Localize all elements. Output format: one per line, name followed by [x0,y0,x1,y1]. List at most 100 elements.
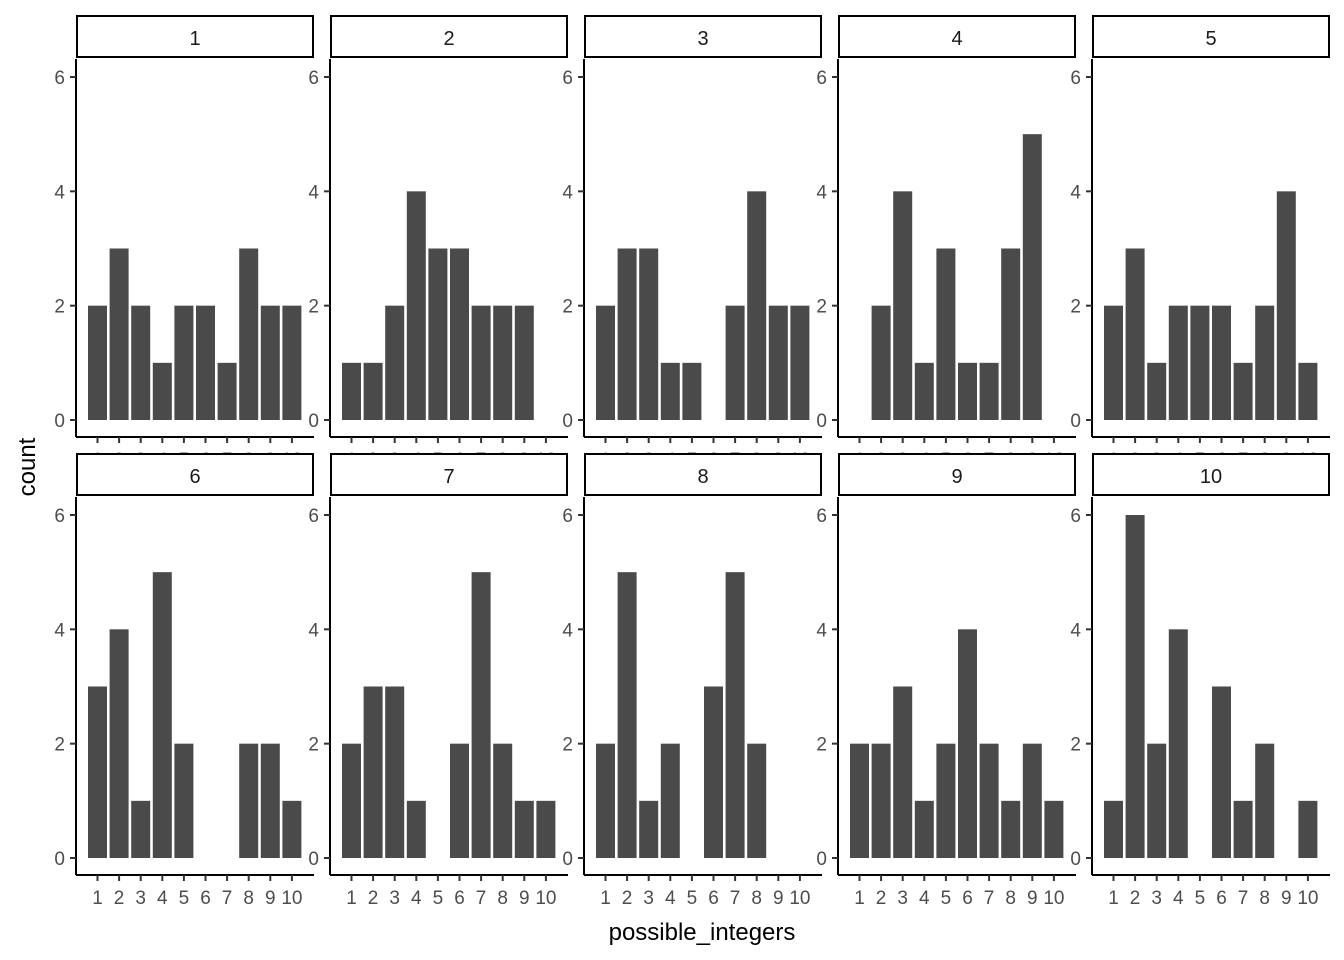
x-tick-label: 3 [897,888,908,909]
bar [639,800,659,858]
bar [131,305,151,420]
bar [871,743,891,858]
facet-strip-label: 2 [443,28,454,50]
y-tick-label: 2 [1070,297,1081,318]
bar [617,248,637,420]
bar [1233,362,1253,420]
x-tick-label: 5 [433,888,444,909]
y-tick-label: 2 [562,735,573,756]
bar [1147,743,1167,858]
bar [282,305,302,420]
y-tick-label: 0 [54,411,65,432]
y-tick-label: 6 [562,506,573,527]
x-tick-label: 5 [941,888,952,909]
facet-panel: 4024612345678910 [816,15,1076,471]
bar [471,305,491,420]
bar [109,248,129,420]
x-tick-label: 1 [600,888,611,909]
bar [514,800,534,858]
y-tick-label: 2 [816,297,827,318]
bar [1001,800,1021,858]
x-tick-label: 10 [789,888,810,909]
bar [1044,800,1064,858]
x-tick-label: 1 [92,888,103,909]
y-tick-label: 6 [1070,68,1081,89]
bar [936,248,956,420]
bar [342,362,361,420]
x-tick-label: 2 [368,888,379,909]
bar [1255,743,1275,858]
bar [1212,305,1231,420]
facet-strip [1092,453,1330,496]
bar [450,248,469,420]
y-tick-label: 6 [54,506,65,527]
facet-panels: 1024612345678910202461234567891030246123… [54,15,1330,909]
bar [342,743,361,858]
x-tick-label: 5 [1195,888,1206,909]
y-axis-title: count [14,437,41,496]
bar [936,743,956,858]
bar [493,743,513,858]
facet-strip [330,453,568,496]
x-tick-label: 4 [665,888,676,909]
bar [914,362,934,420]
bar [958,629,977,858]
x-tick-label: 9 [773,888,784,909]
x-tick-label: 6 [708,888,719,909]
bar [979,362,999,420]
bar [363,362,383,420]
bar [1168,305,1188,420]
x-tick-label: 4 [1173,888,1184,909]
facet-strip-label: 4 [951,28,962,50]
bar [850,743,869,858]
bar [1276,191,1296,420]
x-tick-label: 4 [157,888,168,909]
y-tick-label: 2 [562,297,573,318]
x-tick-label: 8 [243,888,254,909]
x-tick-label: 6 [1216,888,1227,909]
bar [1147,362,1167,420]
bar [196,305,215,420]
bar [893,191,913,420]
x-tick-label: 7 [730,888,741,909]
facet-panel: 5024612345678910 [1070,15,1330,471]
bar [660,743,680,858]
bar [493,305,513,420]
bar [88,305,107,420]
bar [428,248,448,420]
bar [363,686,383,858]
y-tick-label: 0 [1070,849,1081,870]
y-tick-label: 0 [1070,411,1081,432]
facet-panel: 3024612345678910 [562,15,822,471]
y-tick-label: 2 [308,735,319,756]
bar [1298,800,1318,858]
x-tick-label: 10 [1043,888,1064,909]
y-tick-label: 6 [562,68,573,89]
y-tick-label: 6 [1070,506,1081,527]
bar [617,572,637,858]
y-tick-label: 4 [1070,182,1081,203]
facet-strip-label: 10 [1200,466,1222,488]
x-tick-label: 3 [135,888,146,909]
bar [682,362,702,420]
bar [260,305,280,420]
y-tick-label: 0 [562,849,573,870]
x-tick-label: 10 [281,888,302,909]
y-tick-label: 2 [54,297,65,318]
y-tick-label: 0 [562,411,573,432]
facet-strip-label: 3 [697,28,708,50]
facet-strip-label: 9 [951,466,962,488]
facet-strip-label: 6 [189,466,200,488]
facet-strip [1092,15,1330,58]
y-tick-label: 6 [816,68,827,89]
bar [596,743,615,858]
x-tick-label: 3 [643,888,654,909]
x-tick-label: 9 [1027,888,1038,909]
x-tick-label: 7 [1238,888,1249,909]
x-tick-label: 7 [984,888,995,909]
bar [217,362,237,420]
bar [471,572,491,858]
